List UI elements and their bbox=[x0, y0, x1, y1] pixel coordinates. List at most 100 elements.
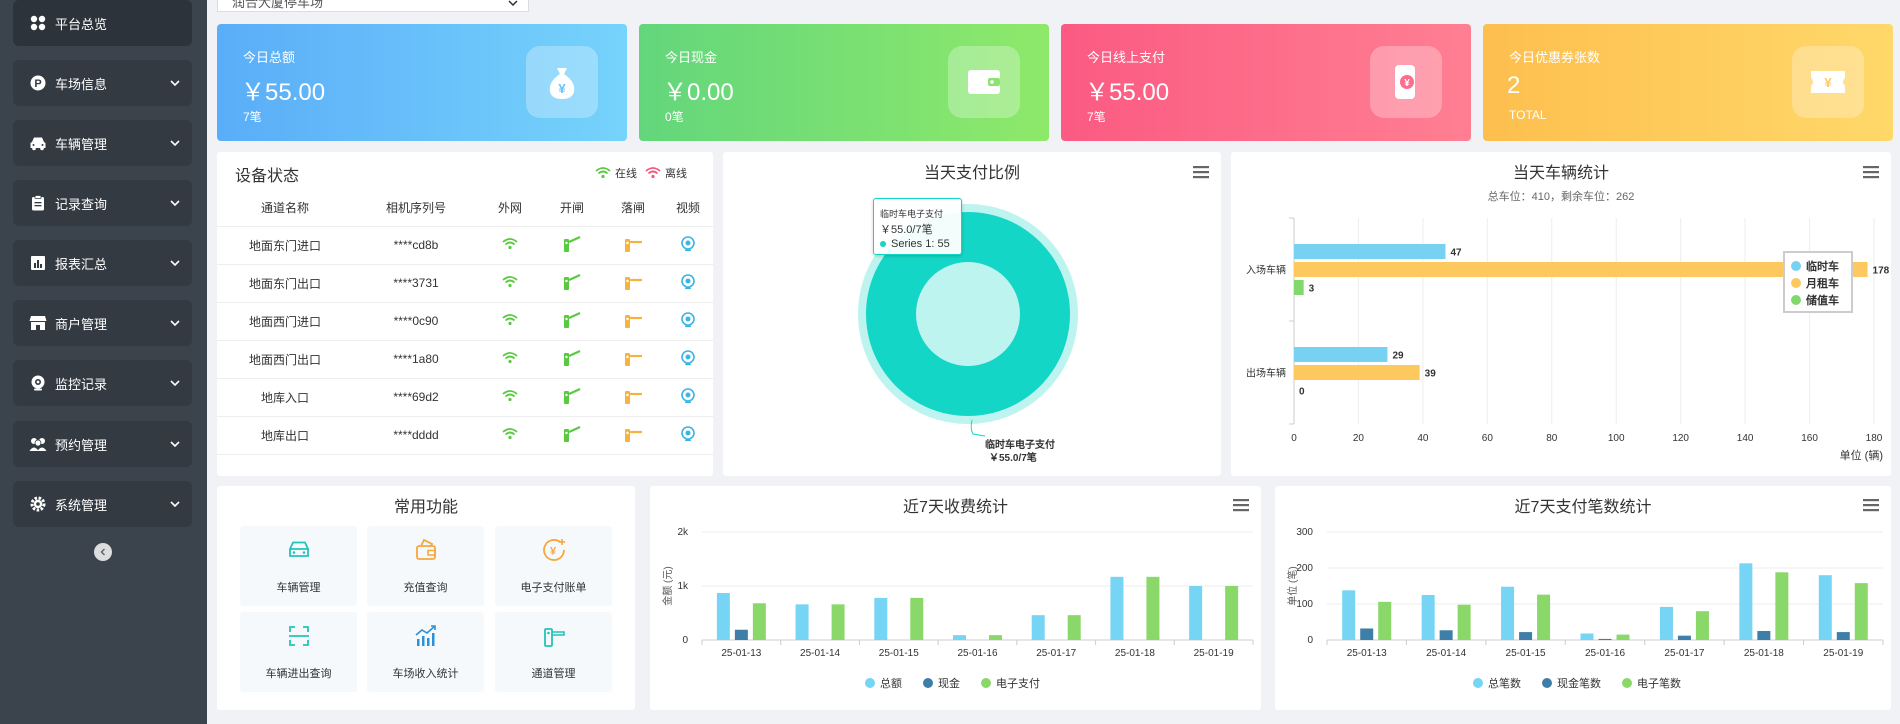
bar[interactable] bbox=[1501, 586, 1515, 640]
bar[interactable] bbox=[1294, 262, 1868, 277]
func-income-stats[interactable]: 车场收入统计 bbox=[367, 612, 484, 692]
sidebar-item-parking-info[interactable]: P 车场信息 bbox=[13, 60, 192, 106]
video-button[interactable] bbox=[663, 264, 713, 303]
bar[interactable] bbox=[1189, 586, 1203, 640]
bar[interactable] bbox=[734, 629, 748, 640]
gate-open-button[interactable] bbox=[541, 378, 603, 417]
bar[interactable] bbox=[1739, 563, 1753, 640]
park-select[interactable]: 润合大厦停车场 bbox=[217, 0, 529, 12]
video-button[interactable] bbox=[663, 378, 713, 417]
bar[interactable] bbox=[1580, 633, 1594, 640]
legend-label[interactable]: 总笔数 bbox=[1488, 676, 1521, 690]
bar[interactable] bbox=[1695, 611, 1709, 640]
bar[interactable] bbox=[1294, 280, 1304, 295]
sidebar-item-merchants[interactable]: 商户管理 bbox=[13, 300, 192, 346]
bar[interactable] bbox=[1110, 576, 1124, 640]
pie-slice[interactable] bbox=[866, 212, 1070, 416]
video-button[interactable] bbox=[663, 302, 713, 341]
bar[interactable] bbox=[1342, 590, 1356, 640]
sidebar-item-system[interactable]: 系统管理 bbox=[13, 481, 192, 527]
gate-open-button[interactable] bbox=[541, 416, 603, 455]
bar[interactable] bbox=[1294, 244, 1446, 259]
bar[interactable] bbox=[1031, 615, 1045, 640]
bar[interactable] bbox=[1294, 365, 1420, 380]
legend-label[interactable]: 总额 bbox=[880, 676, 902, 690]
bar[interactable] bbox=[752, 603, 766, 640]
gate-open-button[interactable] bbox=[541, 264, 603, 303]
gate-close-button[interactable] bbox=[603, 264, 663, 303]
gate-open-button[interactable] bbox=[541, 340, 603, 379]
chart-menu-button[interactable] bbox=[1863, 165, 1879, 179]
video-button[interactable] bbox=[663, 226, 713, 265]
legend-label[interactable]: 现金笔数 bbox=[1557, 676, 1601, 690]
legend-label[interactable]: 临时车 bbox=[1806, 259, 1839, 273]
legend-label[interactable]: 电子笔数 bbox=[1637, 676, 1681, 690]
bar[interactable] bbox=[1457, 604, 1471, 640]
collapse-sidebar-button[interactable] bbox=[94, 543, 112, 561]
gate-close-button[interactable] bbox=[603, 302, 663, 341]
chart-menu-button[interactable] bbox=[1863, 498, 1879, 512]
sidebar-item-records[interactable]: 记录查询 bbox=[13, 180, 192, 226]
bar[interactable] bbox=[1677, 635, 1691, 640]
video-button[interactable] bbox=[663, 340, 713, 379]
sidebar-item-monitoring[interactable]: 监控记录 bbox=[13, 360, 192, 406]
bar[interactable] bbox=[1757, 631, 1771, 640]
count-stats-chart: 0 100 200 300 单位 (笔) 25-01-13 25-01-14 25-01-15… bbox=[1286, 527, 1884, 690]
bar[interactable] bbox=[1854, 583, 1868, 640]
video-button[interactable] bbox=[663, 416, 713, 455]
bar[interactable] bbox=[1439, 630, 1453, 640]
sidebar-item-overview[interactable]: 平台总览 bbox=[13, 0, 192, 46]
bar-value-label: 0 bbox=[1299, 387, 1305, 398]
legend-label[interactable]: 储值车 bbox=[1806, 293, 1839, 307]
bar[interactable] bbox=[831, 604, 845, 640]
bar[interactable] bbox=[1818, 575, 1832, 640]
bar[interactable] bbox=[1421, 595, 1435, 640]
chart-menu-button[interactable] bbox=[1193, 165, 1209, 179]
bar[interactable] bbox=[989, 635, 1002, 640]
bar[interactable] bbox=[795, 604, 809, 640]
func-vehicle-management[interactable]: 车辆管理 bbox=[240, 526, 357, 606]
bar[interactable] bbox=[1537, 594, 1551, 640]
bar[interactable] bbox=[1146, 576, 1160, 640]
bar[interactable] bbox=[874, 597, 888, 640]
sidebar-item-vehicles[interactable]: 车辆管理 bbox=[13, 120, 192, 166]
bar[interactable] bbox=[1836, 632, 1850, 640]
bar[interactable] bbox=[1659, 606, 1673, 640]
gate-open-icon bbox=[564, 425, 581, 442]
x-tick-label: 160 bbox=[1801, 433, 1818, 444]
func-recharge-query[interactable]: 充值查询 bbox=[367, 526, 484, 606]
bar[interactable] bbox=[910, 597, 924, 640]
bar[interactable] bbox=[1294, 347, 1388, 362]
bar[interactable] bbox=[953, 635, 966, 640]
sidebar-item-reservations[interactable]: 预约管理 bbox=[13, 421, 192, 467]
gate-close-button[interactable] bbox=[603, 340, 663, 379]
bar[interactable] bbox=[1360, 628, 1374, 640]
gate-close-button[interactable] bbox=[603, 416, 663, 455]
bar[interactable] bbox=[1067, 615, 1081, 640]
chart-menu-button[interactable] bbox=[1233, 498, 1249, 512]
bar[interactable] bbox=[1775, 572, 1789, 640]
bar[interactable] bbox=[716, 593, 730, 640]
bar[interactable] bbox=[1225, 586, 1239, 640]
legend-label[interactable]: 月租车 bbox=[1805, 276, 1839, 290]
video-camera-icon bbox=[681, 311, 695, 327]
legend-label[interactable]: 现金 bbox=[938, 676, 960, 690]
sidebar-item-reports[interactable]: 报表汇总 bbox=[13, 240, 192, 286]
gate-close-icon bbox=[625, 238, 642, 252]
gate-close-button[interactable] bbox=[603, 378, 663, 417]
func-channel-management[interactable]: 通道管理 bbox=[495, 612, 612, 692]
bar[interactable] bbox=[1616, 634, 1630, 640]
bar[interactable] bbox=[1519, 632, 1533, 640]
gate-open-button[interactable] bbox=[541, 226, 603, 265]
legend-dot bbox=[1791, 278, 1801, 288]
bar[interactable] bbox=[1598, 638, 1612, 640]
bar[interactable] bbox=[1378, 601, 1392, 640]
device-serial: ****69d2 bbox=[353, 378, 479, 417]
vehicle-stats-unit: 单位 (辆) bbox=[1839, 450, 1883, 462]
gate-open-button[interactable] bbox=[541, 302, 603, 341]
gate-close-button[interactable] bbox=[603, 226, 663, 265]
func-e-payment-bill[interactable]: ¥ 电子支付账单 bbox=[495, 526, 612, 606]
func-vehicle-io-query[interactable]: 车辆进出查询 bbox=[240, 612, 357, 692]
legend-label[interactable]: 电子支付 bbox=[996, 677, 1040, 690]
device-name: 地面东门出口 bbox=[217, 264, 353, 303]
